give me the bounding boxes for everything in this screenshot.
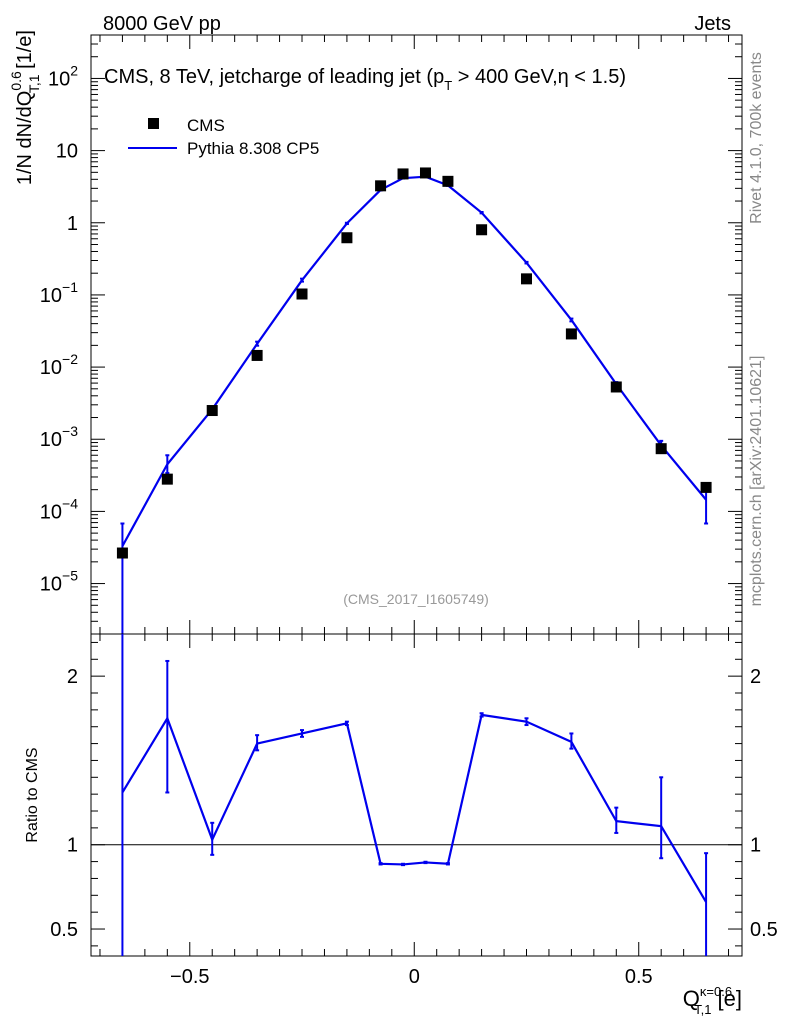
cms-data-point <box>161 473 173 485</box>
legend-pythia-label: Pythia 8.308 CP5 <box>187 139 319 158</box>
cms-data-point <box>700 481 712 493</box>
y-tick-label: 102 <box>48 62 78 90</box>
ratio-y-tick-label: 2 <box>67 666 78 688</box>
cms-data-point <box>375 180 387 192</box>
cms-data-point <box>206 405 218 417</box>
cms-data-point <box>397 168 409 180</box>
x-tick-label: 0 <box>409 966 420 988</box>
x-tick-label: −0.5 <box>170 966 209 988</box>
chart-title: CMS, 8 TeV, jetcharge of leading jet (pT… <box>104 66 626 93</box>
beam-label: 8000 GeV pp <box>103 13 221 35</box>
ratio-curve <box>121 713 708 903</box>
ratio-y-tick-label: 1 <box>67 835 78 857</box>
cms-data-point <box>296 288 308 300</box>
y-tick-label: 1 <box>67 213 78 235</box>
x-axis-label: Qκ=0.6 T,1 [e] <box>683 984 742 1017</box>
ratio-y-tick-label-right: 1 <box>750 835 761 857</box>
analysis-watermark: (CMS_2017_I1605749) <box>343 591 489 607</box>
mcplots-label: mcplots.cern.ch [arXiv:2401.10621] <box>748 356 765 607</box>
cms-data-point <box>419 167 431 179</box>
cms-data-point <box>251 349 263 361</box>
ratio-y-tick-label-right: 0.5 <box>750 919 778 941</box>
y-tick-label: 10−5 <box>40 568 78 596</box>
cms-data-point <box>116 547 128 559</box>
pythia-curve <box>121 175 707 547</box>
cms-data-point <box>442 175 454 187</box>
ratio-frame <box>90 633 743 957</box>
ratio-y-axis-label: Ratio to CMS <box>24 747 41 842</box>
y-axis-label: 1/N dN/dQ0.6 T,1 [1/e] <box>8 30 42 185</box>
ratio-y-tick-label: 0.5 <box>50 919 78 941</box>
rivet-version-label: Rivet 4.1.0, 700k events <box>748 52 765 224</box>
cms-data-point <box>341 232 353 244</box>
cms-data-point <box>476 224 488 236</box>
ratio-panel: 0.5 0.5 1 1 2 2 Ratio to CMS −0.5 0 0.5 Qκ=0.6 T,1 … <box>24 633 778 1017</box>
cms-data-point <box>655 443 667 455</box>
ratio-y-tick-label-right: 2 <box>750 666 761 688</box>
y-tick-label: 10 <box>56 141 78 163</box>
legend-cms-marker <box>148 118 159 129</box>
legend-cms-label: CMS <box>187 116 225 135</box>
x-tick-label: 0.5 <box>625 966 653 988</box>
y-tick-label: 10−1 <box>40 279 78 307</box>
y-tick-label: 10−4 <box>40 495 78 523</box>
cms-data-point <box>520 273 532 285</box>
process-label: Jets <box>694 13 731 35</box>
cms-data-point <box>565 328 577 340</box>
y-tick-label: 10−2 <box>40 351 78 379</box>
y-tick-label: 10−3 <box>40 423 78 451</box>
cms-data-point <box>610 381 622 393</box>
